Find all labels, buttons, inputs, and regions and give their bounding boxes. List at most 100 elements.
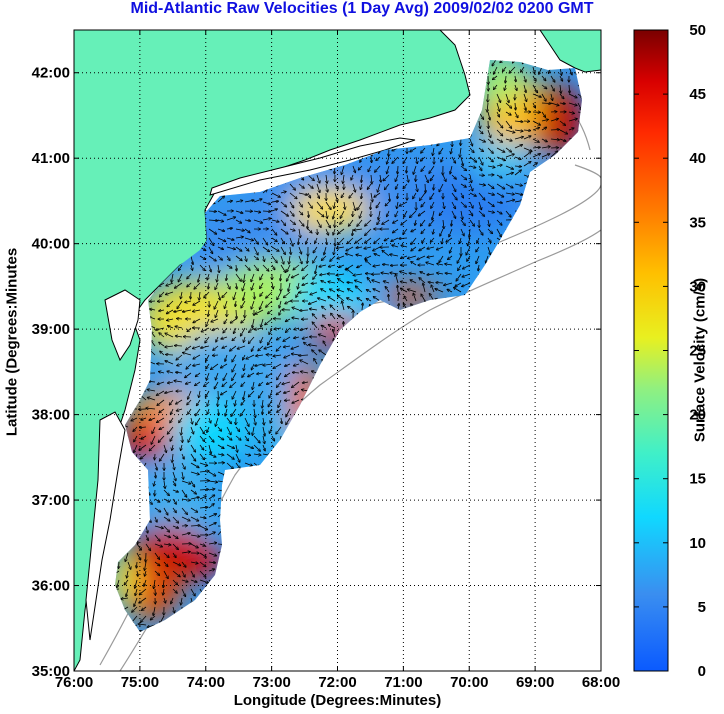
velocity-arrow bbox=[217, 246, 223, 249]
velocity-arrow bbox=[271, 209, 277, 212]
velocity-arrow bbox=[244, 246, 249, 251]
velocity-arrow bbox=[470, 174, 472, 182]
velocity-arrow bbox=[226, 217, 235, 221]
velocity-arrow bbox=[271, 246, 279, 251]
velocity-arrow bbox=[460, 165, 466, 170]
velocity-arrow bbox=[359, 165, 363, 170]
velocity-arrow bbox=[226, 246, 235, 249]
velocity-arrow bbox=[410, 147, 417, 152]
velocity-arrow bbox=[451, 156, 455, 163]
velocity-arrow bbox=[378, 210, 381, 220]
velocity-arrow bbox=[298, 237, 299, 244]
velocity-arrow bbox=[271, 192, 280, 197]
velocity-arrow bbox=[532, 120, 540, 125]
velocity-arrow bbox=[411, 246, 417, 251]
velocity-arrow bbox=[391, 237, 399, 241]
velocity-arrow bbox=[559, 75, 562, 81]
velocity-arrow bbox=[347, 237, 354, 243]
velocity-arrow bbox=[515, 75, 516, 82]
velocity-arrow bbox=[505, 139, 512, 141]
velocity-arrow bbox=[371, 174, 372, 184]
velocity-arrow bbox=[407, 174, 409, 182]
y-tick-label: 41:00 bbox=[32, 150, 70, 167]
velocity-arrow bbox=[289, 201, 294, 208]
velocity-arrow bbox=[208, 211, 216, 212]
velocity-arrow bbox=[442, 174, 446, 181]
velocity-arrow bbox=[289, 192, 297, 199]
velocity-arrow bbox=[532, 84, 537, 93]
velocity-arrow bbox=[368, 183, 372, 189]
velocity-arrow bbox=[451, 174, 456, 179]
velocity-arrow bbox=[191, 291, 192, 299]
velocity-arrow bbox=[361, 183, 363, 189]
velocity-arrow bbox=[371, 156, 372, 162]
velocity-arrow bbox=[431, 201, 435, 208]
velocity-arrow bbox=[427, 246, 435, 249]
velocity-arrow bbox=[421, 228, 426, 233]
velocity-arrow bbox=[514, 184, 522, 186]
velocity-arrow bbox=[496, 192, 504, 197]
velocity-arrow bbox=[478, 184, 485, 185]
velocity-arrow bbox=[385, 237, 390, 241]
velocity-arrow bbox=[487, 102, 488, 112]
velocity-arrow bbox=[442, 237, 443, 244]
velocity-arrow bbox=[469, 192, 476, 196]
velocity-arrow bbox=[365, 228, 372, 235]
x-tick-label: 70:00 bbox=[450, 674, 488, 691]
velocity-arrow bbox=[514, 192, 523, 195]
velocity-arrow bbox=[541, 103, 551, 104]
velocity-arrow bbox=[496, 210, 502, 214]
velocity-arrow bbox=[421, 201, 426, 207]
velocity-arrow bbox=[469, 166, 476, 168]
velocity-arrow bbox=[299, 228, 300, 237]
colorbar-tick-label: 35 bbox=[689, 214, 706, 231]
y-tick-label: 40:00 bbox=[32, 236, 70, 253]
velocity-arrow bbox=[541, 93, 546, 101]
velocity-arrow bbox=[419, 246, 426, 251]
velocity-arrow bbox=[416, 183, 418, 191]
velocity-arrow bbox=[401, 219, 408, 225]
velocity-arrow bbox=[253, 246, 258, 255]
velocity-arrow bbox=[217, 196, 224, 203]
velocity-arrow bbox=[378, 183, 381, 192]
velocity-arrow bbox=[354, 229, 363, 230]
velocity-arrow bbox=[289, 229, 295, 231]
velocity-arrow bbox=[550, 151, 557, 158]
velocity-arrow bbox=[479, 120, 480, 128]
velocity-arrow bbox=[289, 219, 295, 224]
colorbar-tick-label: 0 bbox=[698, 663, 706, 680]
velocity-arrow bbox=[514, 137, 523, 140]
y-tick-label: 38:00 bbox=[32, 407, 70, 424]
velocity-arrow bbox=[469, 138, 472, 146]
velocity-arrow bbox=[325, 228, 328, 235]
velocity-arrow bbox=[271, 237, 277, 241]
velocity-arrow bbox=[577, 93, 582, 98]
x-tick-label: 71:00 bbox=[384, 674, 422, 691]
velocity-arrow bbox=[356, 247, 363, 248]
velocity-arrow bbox=[496, 129, 502, 136]
velocity-arrow bbox=[280, 192, 286, 193]
colorbar-tick-label: 45 bbox=[689, 86, 706, 103]
velocity-arrow bbox=[451, 201, 455, 209]
velocity-arrow bbox=[351, 174, 353, 180]
velocity-arrow bbox=[496, 138, 502, 142]
velocity-arrow bbox=[523, 136, 531, 140]
velocity-arrow bbox=[478, 210, 484, 216]
velocity-arrow bbox=[487, 193, 494, 195]
velocity-arrow bbox=[365, 237, 372, 243]
velocity-arrow bbox=[532, 147, 540, 148]
velocity-arrow bbox=[313, 246, 318, 253]
y-tick-label: 35:00 bbox=[32, 663, 70, 680]
velocity-arrow bbox=[440, 228, 444, 236]
velocity-arrow bbox=[403, 228, 408, 234]
velocity-arrow bbox=[361, 192, 362, 198]
velocity-arrow bbox=[289, 237, 293, 246]
velocity-arrow bbox=[541, 84, 547, 89]
velocity-arrow bbox=[298, 201, 302, 207]
velocity-arrow bbox=[280, 228, 288, 234]
x-axis-label: Longitude (Degrees:Minutes) bbox=[233, 692, 442, 709]
velocity-arrow bbox=[316, 201, 322, 209]
velocity-arrow bbox=[478, 129, 483, 134]
velocity-arrow bbox=[217, 220, 223, 221]
